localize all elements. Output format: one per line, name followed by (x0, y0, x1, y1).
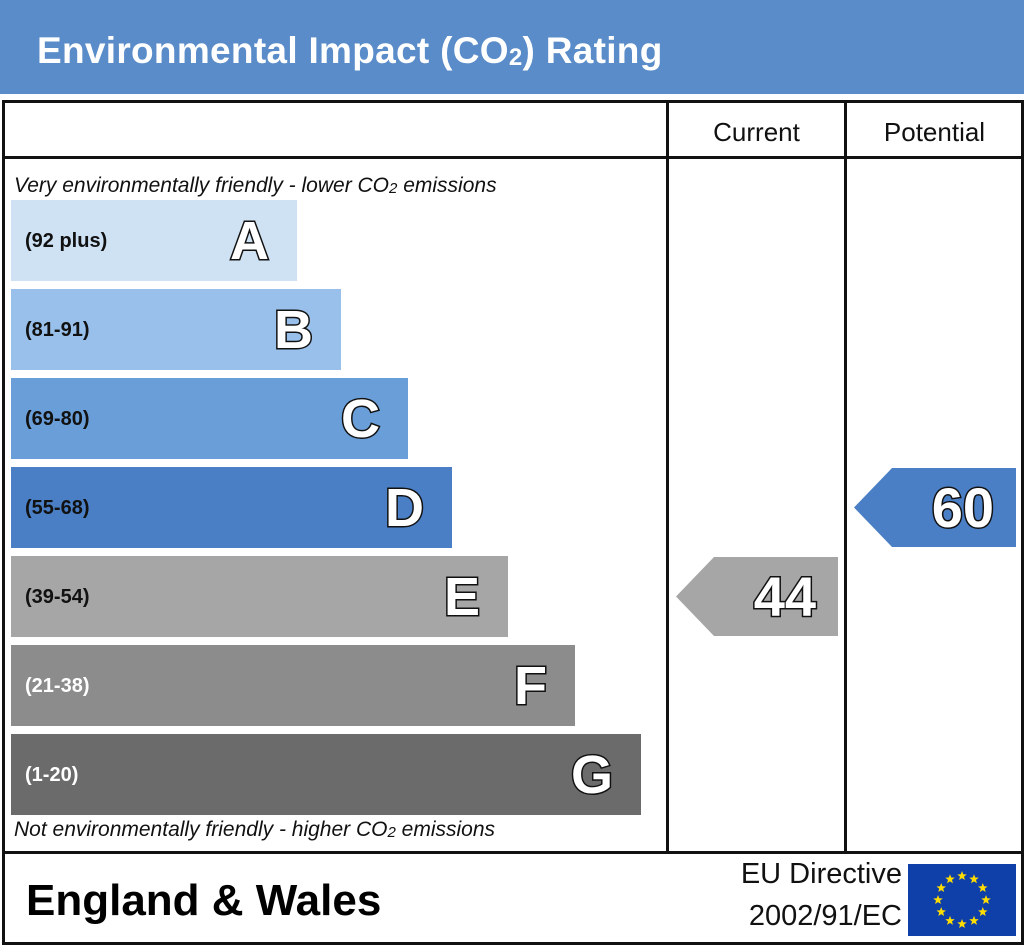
current-rating-arrow: 44 (676, 557, 838, 636)
arrow-shape (676, 557, 838, 636)
band-letter: D (384, 477, 426, 540)
header-bar: Environmental Impact (CO2) Rating (0, 0, 1024, 94)
bottom-caption: Not environmentally friendly - higher CO… (14, 818, 496, 841)
band-range: (55-68) (25, 497, 90, 519)
band-b: (81-91) B (11, 289, 341, 370)
column-divider-current (666, 100, 669, 854)
eu-star (945, 874, 955, 884)
page-title: Environmental Impact (CO2) Rating (37, 30, 663, 71)
band-letter: B (273, 299, 315, 362)
band-letter: C (340, 388, 382, 451)
directive-line-2: 2002/91/EC (748, 900, 902, 932)
potential-rating-value: 60 (930, 475, 995, 541)
band-range: (69-80) (25, 408, 90, 430)
eu-star (957, 919, 967, 929)
eu-stars (933, 871, 991, 929)
eu-star (933, 895, 943, 905)
eu-star (957, 871, 967, 881)
band-range: (21-38) (25, 675, 90, 697)
top-caption: Very environmentally friendly - lower CO… (14, 174, 497, 197)
directive-line-1: EU Directive (740, 858, 902, 890)
eu-star (981, 895, 991, 905)
band-range: (1-20) (25, 764, 79, 786)
eu-star (969, 915, 979, 925)
eu-star (969, 874, 979, 884)
eu-star (945, 915, 955, 925)
band-d: (55-68) D (11, 467, 452, 548)
rating-table-frame (2, 100, 1024, 945)
column-header-potential: Potential (883, 117, 986, 147)
band-range: (39-54) (25, 586, 90, 608)
eu-star (978, 883, 988, 893)
band-c: (69-80) C (11, 378, 408, 459)
band-letter: G (569, 744, 614, 807)
column-divider-potential (844, 100, 847, 854)
eu-flag-icon (908, 864, 1016, 936)
header-row-divider (2, 156, 1024, 159)
region-label: England & Wales (26, 876, 382, 925)
band-g: (1-20) G (11, 734, 641, 815)
band-f: (21-38) F (11, 645, 575, 726)
current-rating-value: 44 (752, 564, 817, 630)
footer-divider (2, 851, 1024, 854)
arrow-shape (854, 468, 1016, 547)
column-header-current: Current (713, 117, 800, 147)
potential-rating-arrow: 60 (854, 468, 1016, 547)
band-letter: E (442, 566, 481, 629)
eu-star (936, 907, 946, 917)
band-range: (92 plus) (25, 230, 108, 252)
band-letter: F (513, 655, 549, 718)
eu-star (936, 883, 946, 893)
eu-star (978, 907, 988, 917)
current-arrow-fill (676, 557, 838, 636)
band-letter: A (229, 210, 271, 273)
band-e: (39-54) E (11, 556, 508, 637)
band-a: (92 plus) A (11, 200, 297, 281)
band-range: (81-91) (25, 319, 90, 341)
potential-arrow-fill (854, 468, 1016, 547)
